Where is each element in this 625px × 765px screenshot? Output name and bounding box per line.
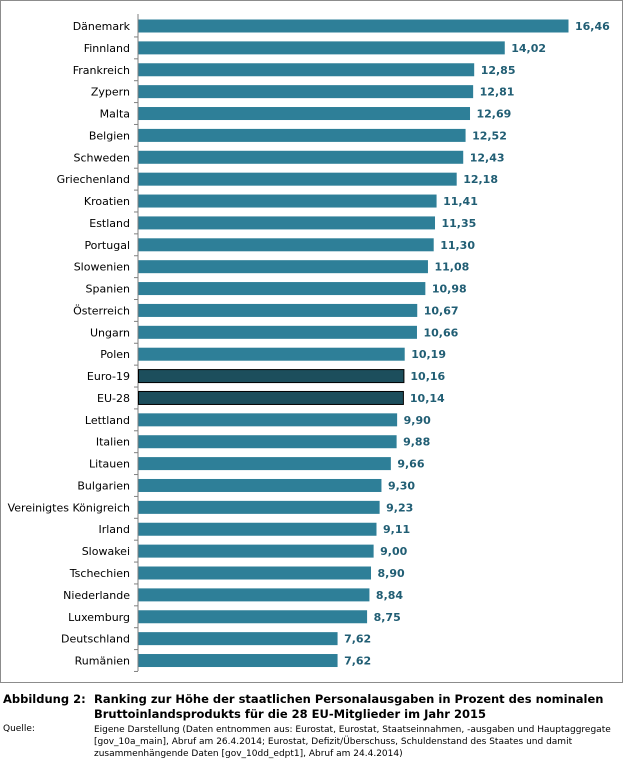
category-label: Griechenland <box>57 173 130 186</box>
source-label: Quelle: <box>3 724 35 734</box>
value-label: 10,66 <box>423 326 458 339</box>
category-label: Frankreich <box>73 64 130 77</box>
value-label: 12,52 <box>472 129 507 142</box>
category-label: Schweden <box>74 151 131 164</box>
value-label: 8,90 <box>378 567 405 580</box>
category-label: Kroatien <box>84 195 130 208</box>
value-label: 9,90 <box>404 414 431 427</box>
category-label: Dänemark <box>73 20 131 33</box>
bar <box>138 194 437 208</box>
bar <box>138 544 374 558</box>
bar <box>138 260 428 274</box>
value-label: 7,62 <box>344 633 371 646</box>
value-label: 11,08 <box>434 261 469 274</box>
category-label: Niederlande <box>63 589 130 602</box>
value-label: 16,46 <box>575 20 610 33</box>
value-label: 12,18 <box>463 173 498 186</box>
bar <box>138 610 368 624</box>
bar <box>138 128 466 142</box>
category-label: Portugal <box>84 239 130 252</box>
category-label: Polen <box>100 348 130 361</box>
bar <box>138 478 382 492</box>
bar <box>138 500 380 514</box>
value-label: 14,02 <box>511 42 546 55</box>
bar <box>138 522 377 536</box>
category-label: Malta <box>100 108 130 121</box>
category-label: Spanien <box>86 283 131 296</box>
bar <box>138 303 418 317</box>
bar <box>138 588 370 602</box>
value-label: 12,43 <box>470 151 505 164</box>
category-label: Finnland <box>84 42 130 55</box>
value-label: 9,66 <box>397 458 424 471</box>
value-label: 12,81 <box>480 86 515 99</box>
value-label: 8,75 <box>374 611 401 624</box>
bar <box>138 238 434 252</box>
value-label: 10,67 <box>424 304 459 317</box>
figure-label: Abbildung 2: <box>3 692 86 706</box>
value-label: 12,69 <box>477 108 512 121</box>
bar <box>138 150 464 164</box>
source-text: Eigene Darstellung (Daten entnommen aus:… <box>94 725 611 759</box>
value-label: 11,30 <box>440 239 475 252</box>
bar <box>138 325 417 339</box>
value-label: 10,16 <box>410 370 445 383</box>
bar <box>138 413 398 427</box>
bar <box>138 654 338 668</box>
category-label: Estland <box>89 217 130 230</box>
category-label: Luxemburg <box>68 611 130 624</box>
bar <box>138 107 471 121</box>
bar <box>138 369 405 384</box>
bar <box>138 566 372 580</box>
bar <box>138 85 474 99</box>
value-label: 10,19 <box>411 348 446 361</box>
category-label: Ungarn <box>90 326 130 339</box>
value-label: 9,00 <box>380 545 407 558</box>
value-label: 8,84 <box>376 589 403 602</box>
bar <box>138 282 426 296</box>
bar <box>138 19 569 33</box>
value-label: 9,30 <box>388 479 415 492</box>
category-label: Litauen <box>89 458 130 471</box>
value-label: 9,11 <box>383 523 410 536</box>
value-label: 9,88 <box>403 436 430 449</box>
category-label: Slowenien <box>74 261 130 274</box>
figure-caption: Abbildung 2: Ranking zur Höhe der staatl… <box>3 692 621 760</box>
bar <box>138 63 475 77</box>
category-label: Slowakei <box>82 545 130 558</box>
bar <box>138 216 436 230</box>
category-label: Deutschland <box>61 633 130 646</box>
value-label: 11,35 <box>442 217 477 230</box>
bar <box>138 632 338 646</box>
category-label: Vereinigtes Königreich <box>8 501 130 514</box>
category-label: Irland <box>98 523 130 536</box>
bar <box>138 41 505 55</box>
bar-chart: Dänemark 16,46 Finnland 14,02 Frankreich 12,8… <box>8 14 610 672</box>
category-label: EU-28 <box>97 392 130 405</box>
value-label: 9,23 <box>386 501 413 514</box>
category-label: Rumänien <box>75 655 130 668</box>
category-label: Tschechien <box>69 567 130 580</box>
value-label: 12,85 <box>481 64 516 77</box>
category-label: Lettland <box>85 414 130 427</box>
bar <box>138 435 397 449</box>
figure-title: Ranking zur Höhe der staatlichen Persona… <box>94 692 604 721</box>
category-label: Euro-19 <box>87 370 130 383</box>
category-label: Österreich <box>73 304 130 317</box>
bar <box>138 390 404 405</box>
category-label: Belgien <box>89 129 130 142</box>
value-label: 10,98 <box>432 283 467 296</box>
bar <box>138 457 391 471</box>
value-label: 11,41 <box>443 195 478 208</box>
category-label: Zypern <box>91 86 130 99</box>
category-label: Bulgarien <box>77 479 130 492</box>
bar <box>138 172 457 186</box>
bar <box>138 347 405 361</box>
value-label: 7,62 <box>344 655 371 668</box>
category-label: Italien <box>96 436 130 449</box>
value-label: 10,14 <box>410 392 445 405</box>
